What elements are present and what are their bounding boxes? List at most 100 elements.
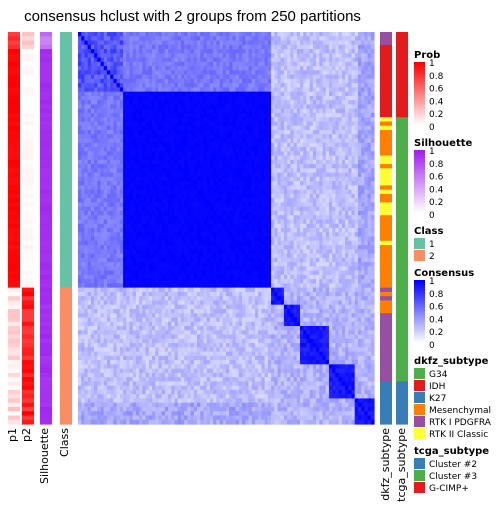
consensus-cell — [226, 44, 230, 50]
consensus-cell — [245, 168, 250, 174]
p1-cell — [8, 355, 20, 361]
consensus-cell — [129, 83, 134, 88]
consensus-cell — [84, 36, 89, 42]
consensus-cell — [222, 78, 227, 84]
consensus-cell — [94, 87, 98, 93]
consensus-cell — [251, 142, 256, 148]
consensus-cell — [274, 108, 279, 114]
consensus-cell — [319, 74, 324, 80]
consensus-cell — [309, 91, 314, 97]
consensus-cell — [280, 189, 285, 195]
consensus-cell — [226, 138, 230, 144]
consensus-cell — [174, 159, 179, 165]
consensus-cell — [171, 151, 176, 157]
consensus-cell — [158, 147, 163, 152]
consensus-cell — [267, 130, 272, 135]
consensus-cell — [171, 189, 176, 195]
consensus-cell — [203, 121, 208, 127]
p2-cell — [22, 266, 34, 272]
consensus-cell — [303, 40, 308, 46]
consensus-cell — [197, 44, 201, 50]
consensus-cell — [103, 61, 108, 67]
silhouette-cell — [40, 283, 52, 289]
consensus-cell — [135, 91, 140, 97]
consensus-cell — [187, 164, 192, 169]
consensus-cell — [251, 130, 256, 135]
consensus-cell — [152, 87, 156, 93]
consensus-cell — [106, 40, 111, 46]
consensus-cell — [316, 181, 320, 186]
consensus-cell — [129, 70, 134, 76]
consensus-cell — [303, 176, 308, 182]
consensus-cell — [328, 108, 333, 114]
p2-cell — [22, 112, 34, 118]
consensus-cell — [187, 78, 192, 84]
consensus-cell — [164, 134, 169, 140]
consensus-cell — [364, 57, 369, 63]
consensus-cell — [187, 142, 192, 148]
consensus-cell — [164, 40, 169, 46]
consensus-cell — [84, 159, 89, 165]
consensus-cell — [274, 142, 279, 148]
consensus-cell — [245, 49, 250, 54]
consensus-cell — [357, 142, 362, 148]
consensus-cell — [132, 112, 137, 118]
consensus-cell — [84, 108, 89, 114]
consensus-cell — [322, 147, 327, 152]
consensus-cell — [345, 130, 349, 135]
consensus-cell — [229, 176, 234, 182]
consensus-cell — [213, 134, 217, 140]
consensus-cell — [254, 74, 259, 80]
consensus-cell — [222, 172, 227, 178]
consensus-cell — [300, 164, 304, 169]
consensus-cell — [106, 142, 111, 148]
consensus-cell — [322, 83, 327, 88]
consensus-cell — [222, 40, 227, 46]
silhouette-cell — [40, 100, 52, 106]
consensus-cell — [345, 151, 349, 157]
consensus-cell — [197, 61, 201, 67]
p2-cell — [22, 155, 34, 161]
consensus-cell — [296, 74, 301, 80]
consensus-cell — [328, 176, 333, 182]
consensus-cell — [238, 66, 243, 71]
consensus-cell — [367, 53, 372, 59]
consensus-cell — [312, 57, 317, 63]
consensus-cell — [316, 91, 320, 97]
p2-cell — [22, 321, 34, 327]
consensus-cell — [229, 159, 234, 165]
consensus-cell — [200, 142, 205, 148]
consensus-cell — [110, 83, 114, 88]
consensus-cell — [187, 147, 192, 152]
consensus-cell — [274, 104, 279, 110]
consensus-cell — [174, 112, 179, 118]
p1-cell — [8, 159, 20, 165]
consensus-cell — [219, 147, 224, 152]
consensus-cell — [84, 57, 89, 63]
consensus-cell — [190, 53, 195, 59]
consensus-cell — [152, 130, 156, 135]
consensus-cell — [78, 185, 82, 191]
consensus-cell — [193, 87, 198, 93]
consensus-cell — [100, 100, 105, 106]
consensus-cell — [338, 147, 343, 152]
consensus-cell — [119, 147, 124, 152]
consensus-cell — [168, 104, 172, 110]
consensus-cell — [168, 147, 172, 152]
consensus-cell — [348, 87, 353, 93]
consensus-cell — [116, 130, 121, 135]
consensus-cell — [319, 57, 324, 63]
consensus-cell — [94, 138, 98, 144]
consensus-cell — [119, 151, 124, 157]
consensus-cell — [367, 121, 372, 127]
consensus-cell — [174, 44, 179, 50]
consensus-cell — [325, 185, 330, 191]
consensus-cell — [78, 142, 82, 148]
consensus-cell — [309, 176, 314, 182]
consensus-cell — [251, 151, 256, 157]
consensus-cell — [142, 83, 147, 88]
consensus-cell — [312, 87, 317, 93]
consensus-cell — [245, 78, 250, 84]
consensus-cell — [84, 66, 89, 71]
consensus-cell — [338, 168, 343, 174]
